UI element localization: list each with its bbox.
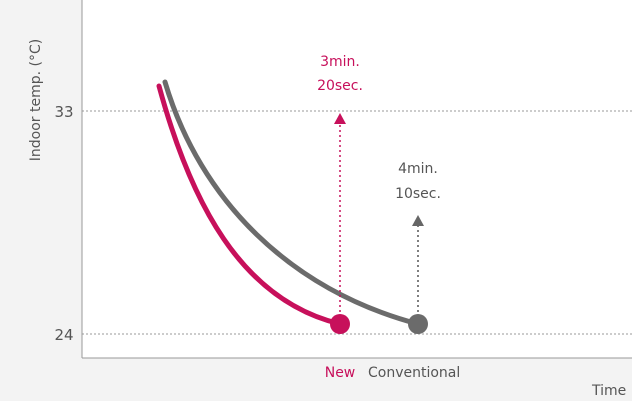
series-new-end-marker bbox=[330, 314, 350, 334]
conventional-time-label-line1: 4min. bbox=[398, 161, 438, 177]
y-tick-label-24: 24 bbox=[54, 326, 73, 344]
series-new-label: New bbox=[325, 365, 356, 381]
conventional-time-label-line2: 10sec. bbox=[395, 186, 441, 202]
series-conventional-end-marker bbox=[408, 314, 428, 334]
x-axis-label: Time bbox=[591, 383, 626, 399]
y-axis-label: Indoor temp. (°C) bbox=[28, 39, 44, 161]
series-new-line bbox=[156, 83, 343, 327]
series-conventional-line bbox=[162, 79, 421, 327]
series-conventional-label: Conventional bbox=[368, 365, 460, 381]
conventional-arrow-head bbox=[412, 215, 424, 226]
y-tick-label-33: 33 bbox=[54, 103, 73, 121]
new-time-label-line2: 20sec. bbox=[317, 78, 363, 94]
new-arrow-head bbox=[334, 113, 346, 124]
new-time-label-line1: 3min. bbox=[320, 54, 360, 70]
plot-area bbox=[82, 0, 632, 358]
